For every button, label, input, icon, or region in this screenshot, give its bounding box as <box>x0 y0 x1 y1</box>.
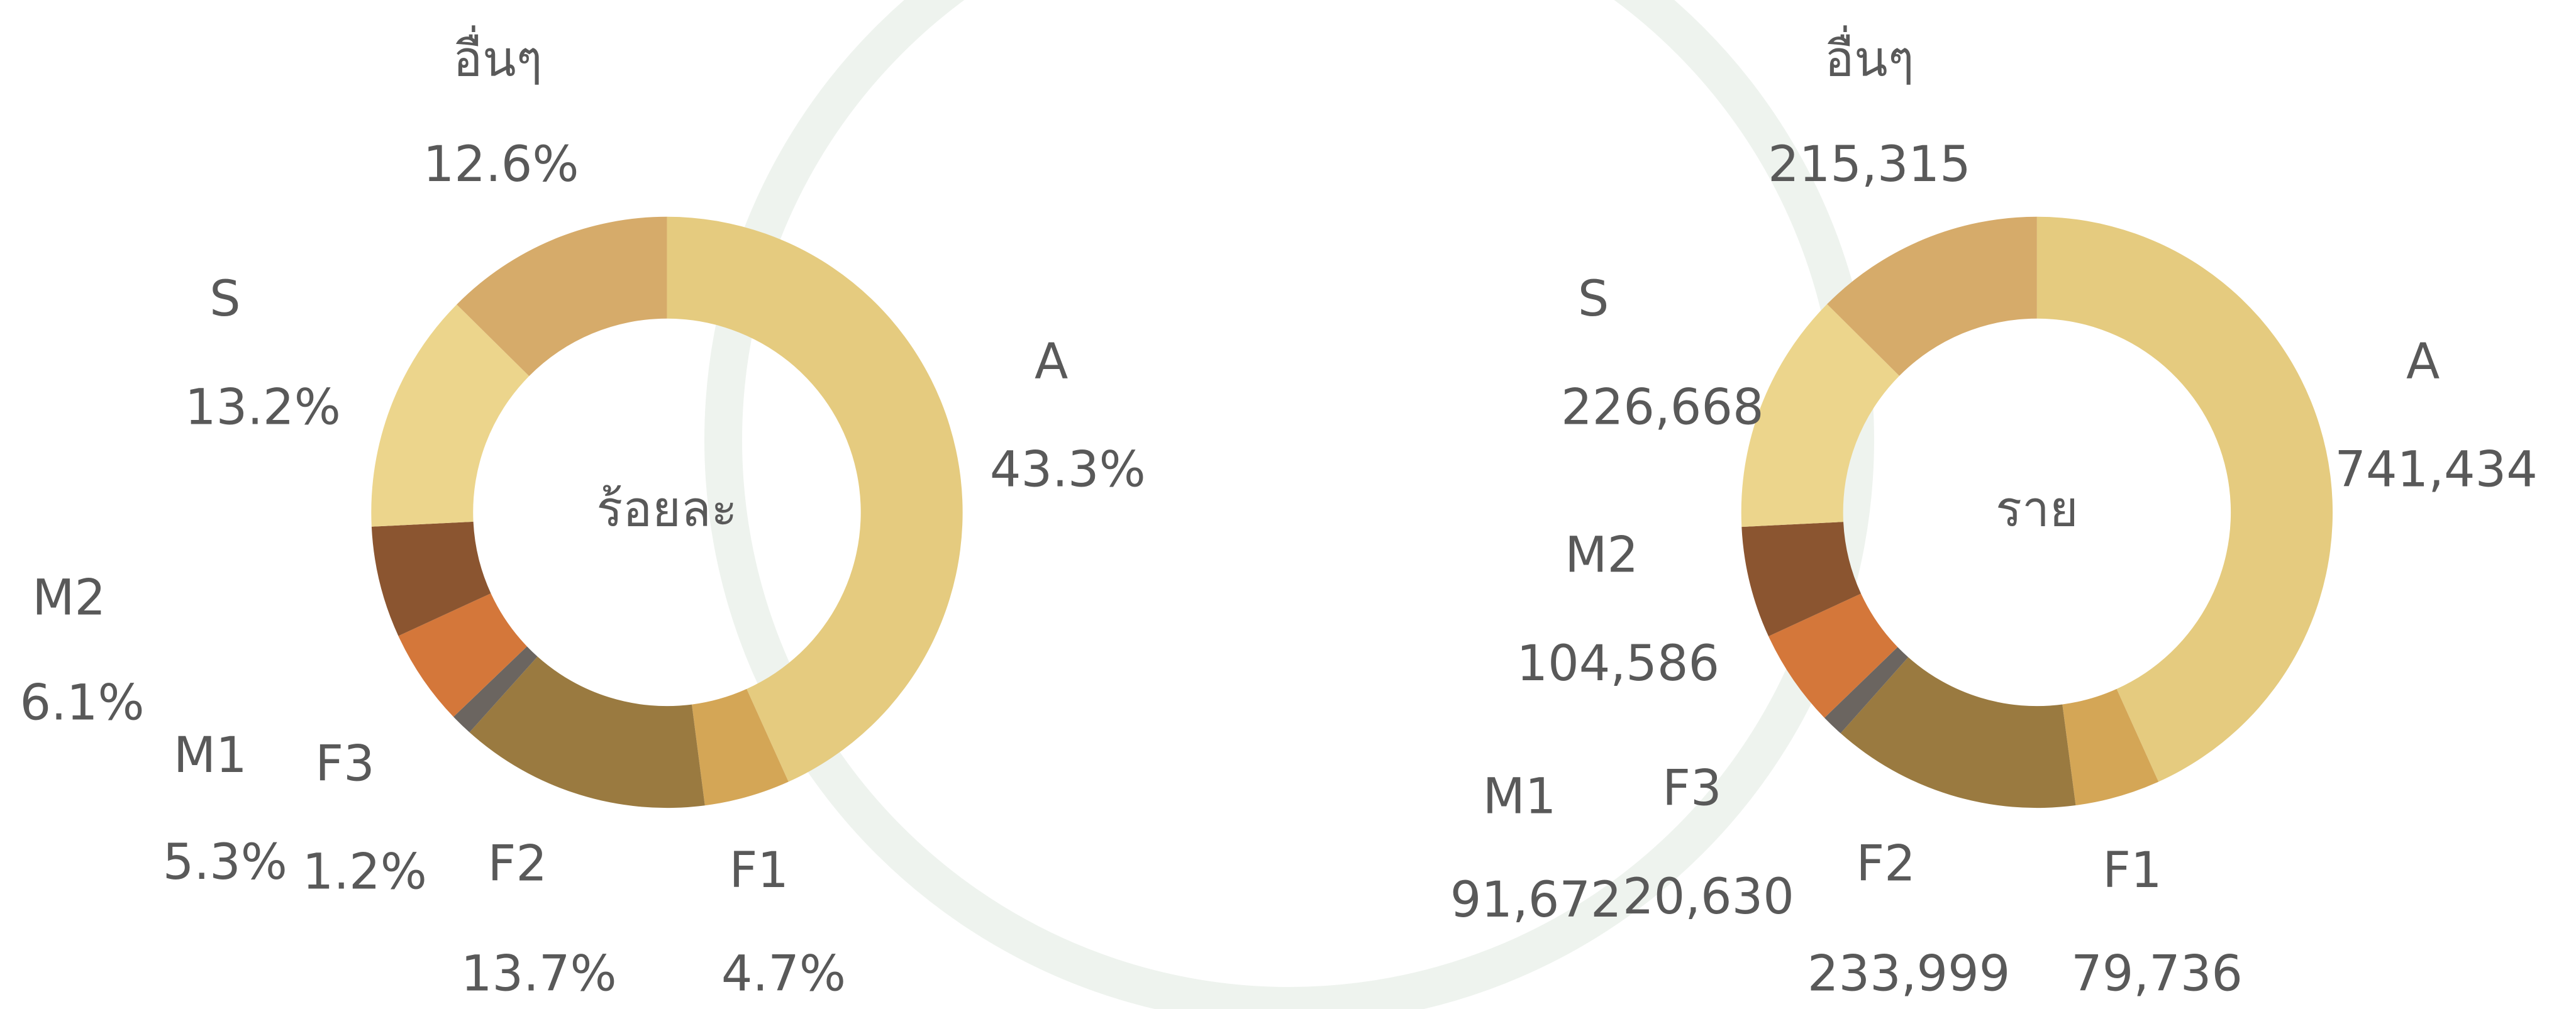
slice-label: อื่นๆ <box>1824 26 1914 88</box>
slice-label: A <box>1035 333 1068 390</box>
donut-slice <box>2037 217 2333 782</box>
value-label: 6.1% <box>20 675 145 732</box>
value-label: 104,586 <box>1517 636 1720 692</box>
value-label: 20,630 <box>1623 869 1794 925</box>
value-label: 13.2% <box>185 379 341 436</box>
slice-label: M1 <box>1483 769 1557 825</box>
slice-label: S <box>1578 271 1609 328</box>
slice-label: S <box>209 271 241 328</box>
value-label: 13.7% <box>461 946 617 1003</box>
slice-label: อื่นๆ <box>453 26 542 88</box>
value-label: 233,999 <box>1807 946 2011 1003</box>
slice-label: F3 <box>315 736 375 792</box>
slice-label: M2 <box>32 570 106 626</box>
value-label: 12.6% <box>423 136 579 193</box>
slice-label: M1 <box>174 727 247 784</box>
value-label: 43.3% <box>990 442 1146 499</box>
value-label: 215,315 <box>1768 136 1971 193</box>
center-label: ราย <box>1996 481 2078 538</box>
slice-label: F1 <box>2102 842 2162 899</box>
slice-label: F1 <box>729 842 789 899</box>
slice-label: A <box>2406 333 2440 390</box>
value-label: 4.7% <box>721 946 846 1003</box>
slice-label: F2 <box>1856 836 1916 893</box>
slice-label: F3 <box>1662 760 1722 817</box>
slice-label: M2 <box>1565 527 1638 584</box>
slice-label: F2 <box>488 836 548 893</box>
value-label: 1.2% <box>303 844 427 901</box>
chart: ร้อยละ A 43.3% F1 4.7% F2 13.7% F3 1.2% M1 5.3% M2 6… <box>0 0 2576 1009</box>
value-label: 226,668 <box>1561 379 1764 436</box>
value-label: 79,736 <box>2071 946 2243 1003</box>
value-label: 741,434 <box>2334 442 2538 499</box>
center-label: ร้อยละ <box>596 481 737 538</box>
value-label: 91,672 <box>1450 872 1622 929</box>
value-label: 5.3% <box>163 834 287 891</box>
